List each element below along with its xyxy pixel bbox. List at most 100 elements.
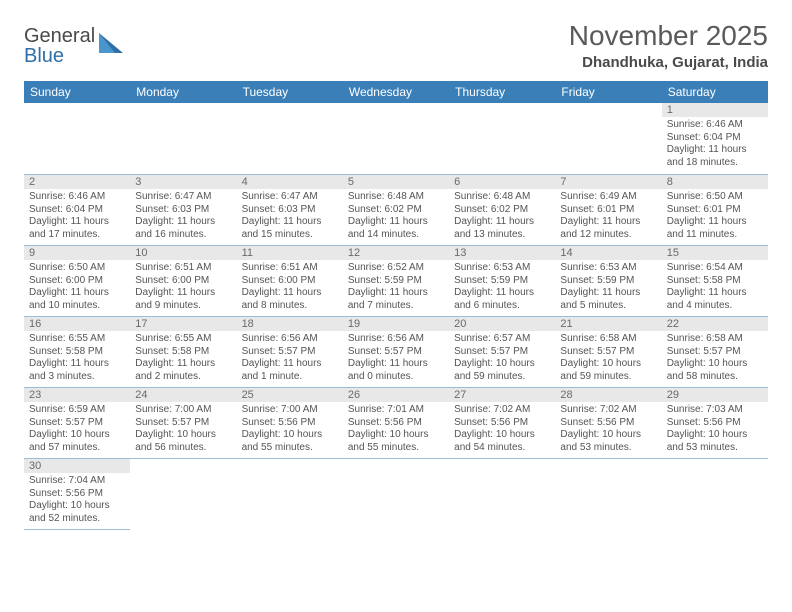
info-line: Daylight: 11 hours (242, 358, 338, 371)
info-line: Sunset: 6:04 PM (29, 204, 125, 217)
day-number: 2 (24, 175, 130, 189)
daynames-row: SundayMondayTuesdayWednesdayThursdayFrid… (24, 81, 768, 103)
info-line: and 57 minutes. (29, 442, 125, 455)
day-info: Sunrise: 6:59 AMSunset: 5:57 PMDaylight:… (24, 404, 130, 454)
info-line: and 17 minutes. (29, 229, 125, 242)
day-info: Sunrise: 6:47 AMSunset: 6:03 PMDaylight:… (130, 191, 236, 241)
day-cell: 28Sunrise: 7:02 AMSunset: 5:56 PMDayligh… (555, 388, 661, 459)
info-line: Daylight: 11 hours (560, 216, 656, 229)
info-line: Sunrise: 7:00 AM (135, 404, 231, 417)
info-line: Sunrise: 6:47 AM (135, 191, 231, 204)
logo-text: General Blue (24, 26, 95, 66)
info-line: and 14 minutes. (348, 229, 444, 242)
info-line: Daylight: 11 hours (348, 216, 444, 229)
info-line: Sunrise: 7:00 AM (242, 404, 338, 417)
day-info: Sunrise: 6:55 AMSunset: 5:58 PMDaylight:… (24, 333, 130, 383)
info-line: Daylight: 11 hours (135, 216, 231, 229)
empty-cell (449, 103, 555, 175)
day-info: Sunrise: 6:48 AMSunset: 6:02 PMDaylight:… (449, 191, 555, 241)
day-number: 23 (24, 388, 130, 402)
day-info: Sunrise: 6:46 AMSunset: 6:04 PMDaylight:… (662, 119, 768, 169)
info-line: Sunset: 6:01 PM (560, 204, 656, 217)
info-line: Sunset: 6:04 PM (667, 132, 763, 145)
day-number: 11 (237, 246, 343, 260)
info-line: Daylight: 10 hours (242, 429, 338, 442)
dayname: Sunday (24, 81, 130, 103)
day-number: 17 (130, 317, 236, 331)
info-line: and 53 minutes. (560, 442, 656, 455)
day-number: 24 (130, 388, 236, 402)
day-info: Sunrise: 7:02 AMSunset: 5:56 PMDaylight:… (449, 404, 555, 454)
info-line: Daylight: 11 hours (348, 358, 444, 371)
day-number: 8 (662, 175, 768, 189)
day-number: 6 (449, 175, 555, 189)
info-line: and 54 minutes. (454, 442, 550, 455)
day-info: Sunrise: 6:56 AMSunset: 5:57 PMDaylight:… (237, 333, 343, 383)
info-line: and 12 minutes. (560, 229, 656, 242)
info-line: Sunset: 5:57 PM (348, 346, 444, 359)
day-cell: 24Sunrise: 7:00 AMSunset: 5:57 PMDayligh… (130, 388, 236, 459)
day-number: 14 (555, 246, 661, 260)
day-number: 9 (24, 246, 130, 260)
info-line: Daylight: 11 hours (560, 287, 656, 300)
info-line: and 58 minutes. (667, 371, 763, 384)
day-cell: 11Sunrise: 6:51 AMSunset: 6:00 PMDayligh… (237, 246, 343, 317)
day-cell: 13Sunrise: 6:53 AMSunset: 5:59 PMDayligh… (449, 246, 555, 317)
info-line: Sunrise: 6:58 AM (560, 333, 656, 346)
day-info: Sunrise: 7:02 AMSunset: 5:56 PMDaylight:… (555, 404, 661, 454)
info-line: Sunrise: 6:55 AM (135, 333, 231, 346)
day-info: Sunrise: 6:46 AMSunset: 6:04 PMDaylight:… (24, 191, 130, 241)
info-line: Sunset: 5:58 PM (135, 346, 231, 359)
info-line: Sunrise: 6:56 AM (348, 333, 444, 346)
info-line: Daylight: 10 hours (667, 358, 763, 371)
day-cell: 8Sunrise: 6:50 AMSunset: 6:01 PMDaylight… (662, 175, 768, 246)
day-cell: 30Sunrise: 7:04 AMSunset: 5:56 PMDayligh… (24, 459, 130, 530)
info-line: and 6 minutes. (454, 300, 550, 313)
day-info: Sunrise: 6:49 AMSunset: 6:01 PMDaylight:… (555, 191, 661, 241)
title-block: November 2025 Dhandhuka, Gujarat, India (569, 20, 768, 71)
day-number: 21 (555, 317, 661, 331)
dayname: Friday (555, 81, 661, 103)
empty-cell (343, 459, 449, 530)
day-info: Sunrise: 6:50 AMSunset: 6:00 PMDaylight:… (24, 262, 130, 312)
info-line: Sunrise: 6:48 AM (348, 191, 444, 204)
info-line: Daylight: 10 hours (454, 358, 550, 371)
day-number: 7 (555, 175, 661, 189)
day-number: 10 (130, 246, 236, 260)
info-line: Sunrise: 6:46 AM (667, 119, 763, 132)
info-line: Sunset: 6:02 PM (348, 204, 444, 217)
info-line: and 3 minutes. (29, 371, 125, 384)
week-row: 2 Sunrise: 6:46 AMSunset: 6:04 PMDaylight… (24, 175, 768, 246)
info-line: Sunset: 6:03 PM (135, 204, 231, 217)
info-line: Daylight: 10 hours (29, 429, 125, 442)
day-info: Sunrise: 6:57 AMSunset: 5:57 PMDaylight:… (449, 333, 555, 383)
day-info: Sunrise: 6:54 AMSunset: 5:58 PMDaylight:… (662, 262, 768, 312)
week-row: 30Sunrise: 7:04 AMSunset: 5:56 PMDayligh… (24, 459, 768, 530)
day-number: 20 (449, 317, 555, 331)
info-line: Daylight: 11 hours (454, 216, 550, 229)
empty-cell (343, 103, 449, 175)
info-line: Sunset: 5:56 PM (242, 417, 338, 430)
info-line: Sunset: 5:56 PM (348, 417, 444, 430)
info-line: and 0 minutes. (348, 371, 444, 384)
day-info: Sunrise: 7:01 AMSunset: 5:56 PMDaylight:… (343, 404, 449, 454)
day-cell: 26Sunrise: 7:01 AMSunset: 5:56 PMDayligh… (343, 388, 449, 459)
info-line: and 2 minutes. (135, 371, 231, 384)
day-number: 25 (237, 388, 343, 402)
location: Dhandhuka, Gujarat, India (569, 54, 768, 71)
week-row: 16Sunrise: 6:55 AMSunset: 5:58 PMDayligh… (24, 317, 768, 388)
day-cell: 14Sunrise: 6:53 AMSunset: 5:59 PMDayligh… (555, 246, 661, 317)
empty-cell (555, 459, 661, 530)
info-line: and 1 minute. (242, 371, 338, 384)
day-info: Sunrise: 7:04 AMSunset: 5:56 PMDaylight:… (24, 475, 130, 525)
empty-cell (237, 459, 343, 530)
info-line: Sunset: 5:59 PM (560, 275, 656, 288)
day-info: Sunrise: 6:48 AMSunset: 6:02 PMDaylight:… (343, 191, 449, 241)
info-line: Daylight: 10 hours (135, 429, 231, 442)
info-line: Sunrise: 7:02 AM (560, 404, 656, 417)
info-line: Daylight: 11 hours (135, 287, 231, 300)
empty-cell (555, 103, 661, 175)
day-cell: 16Sunrise: 6:55 AMSunset: 5:58 PMDayligh… (24, 317, 130, 388)
day-cell: 20 Sunrise: 6:57 AMSunset: 5:57 PMDayligh… (449, 317, 555, 388)
info-line: Daylight: 11 hours (454, 287, 550, 300)
